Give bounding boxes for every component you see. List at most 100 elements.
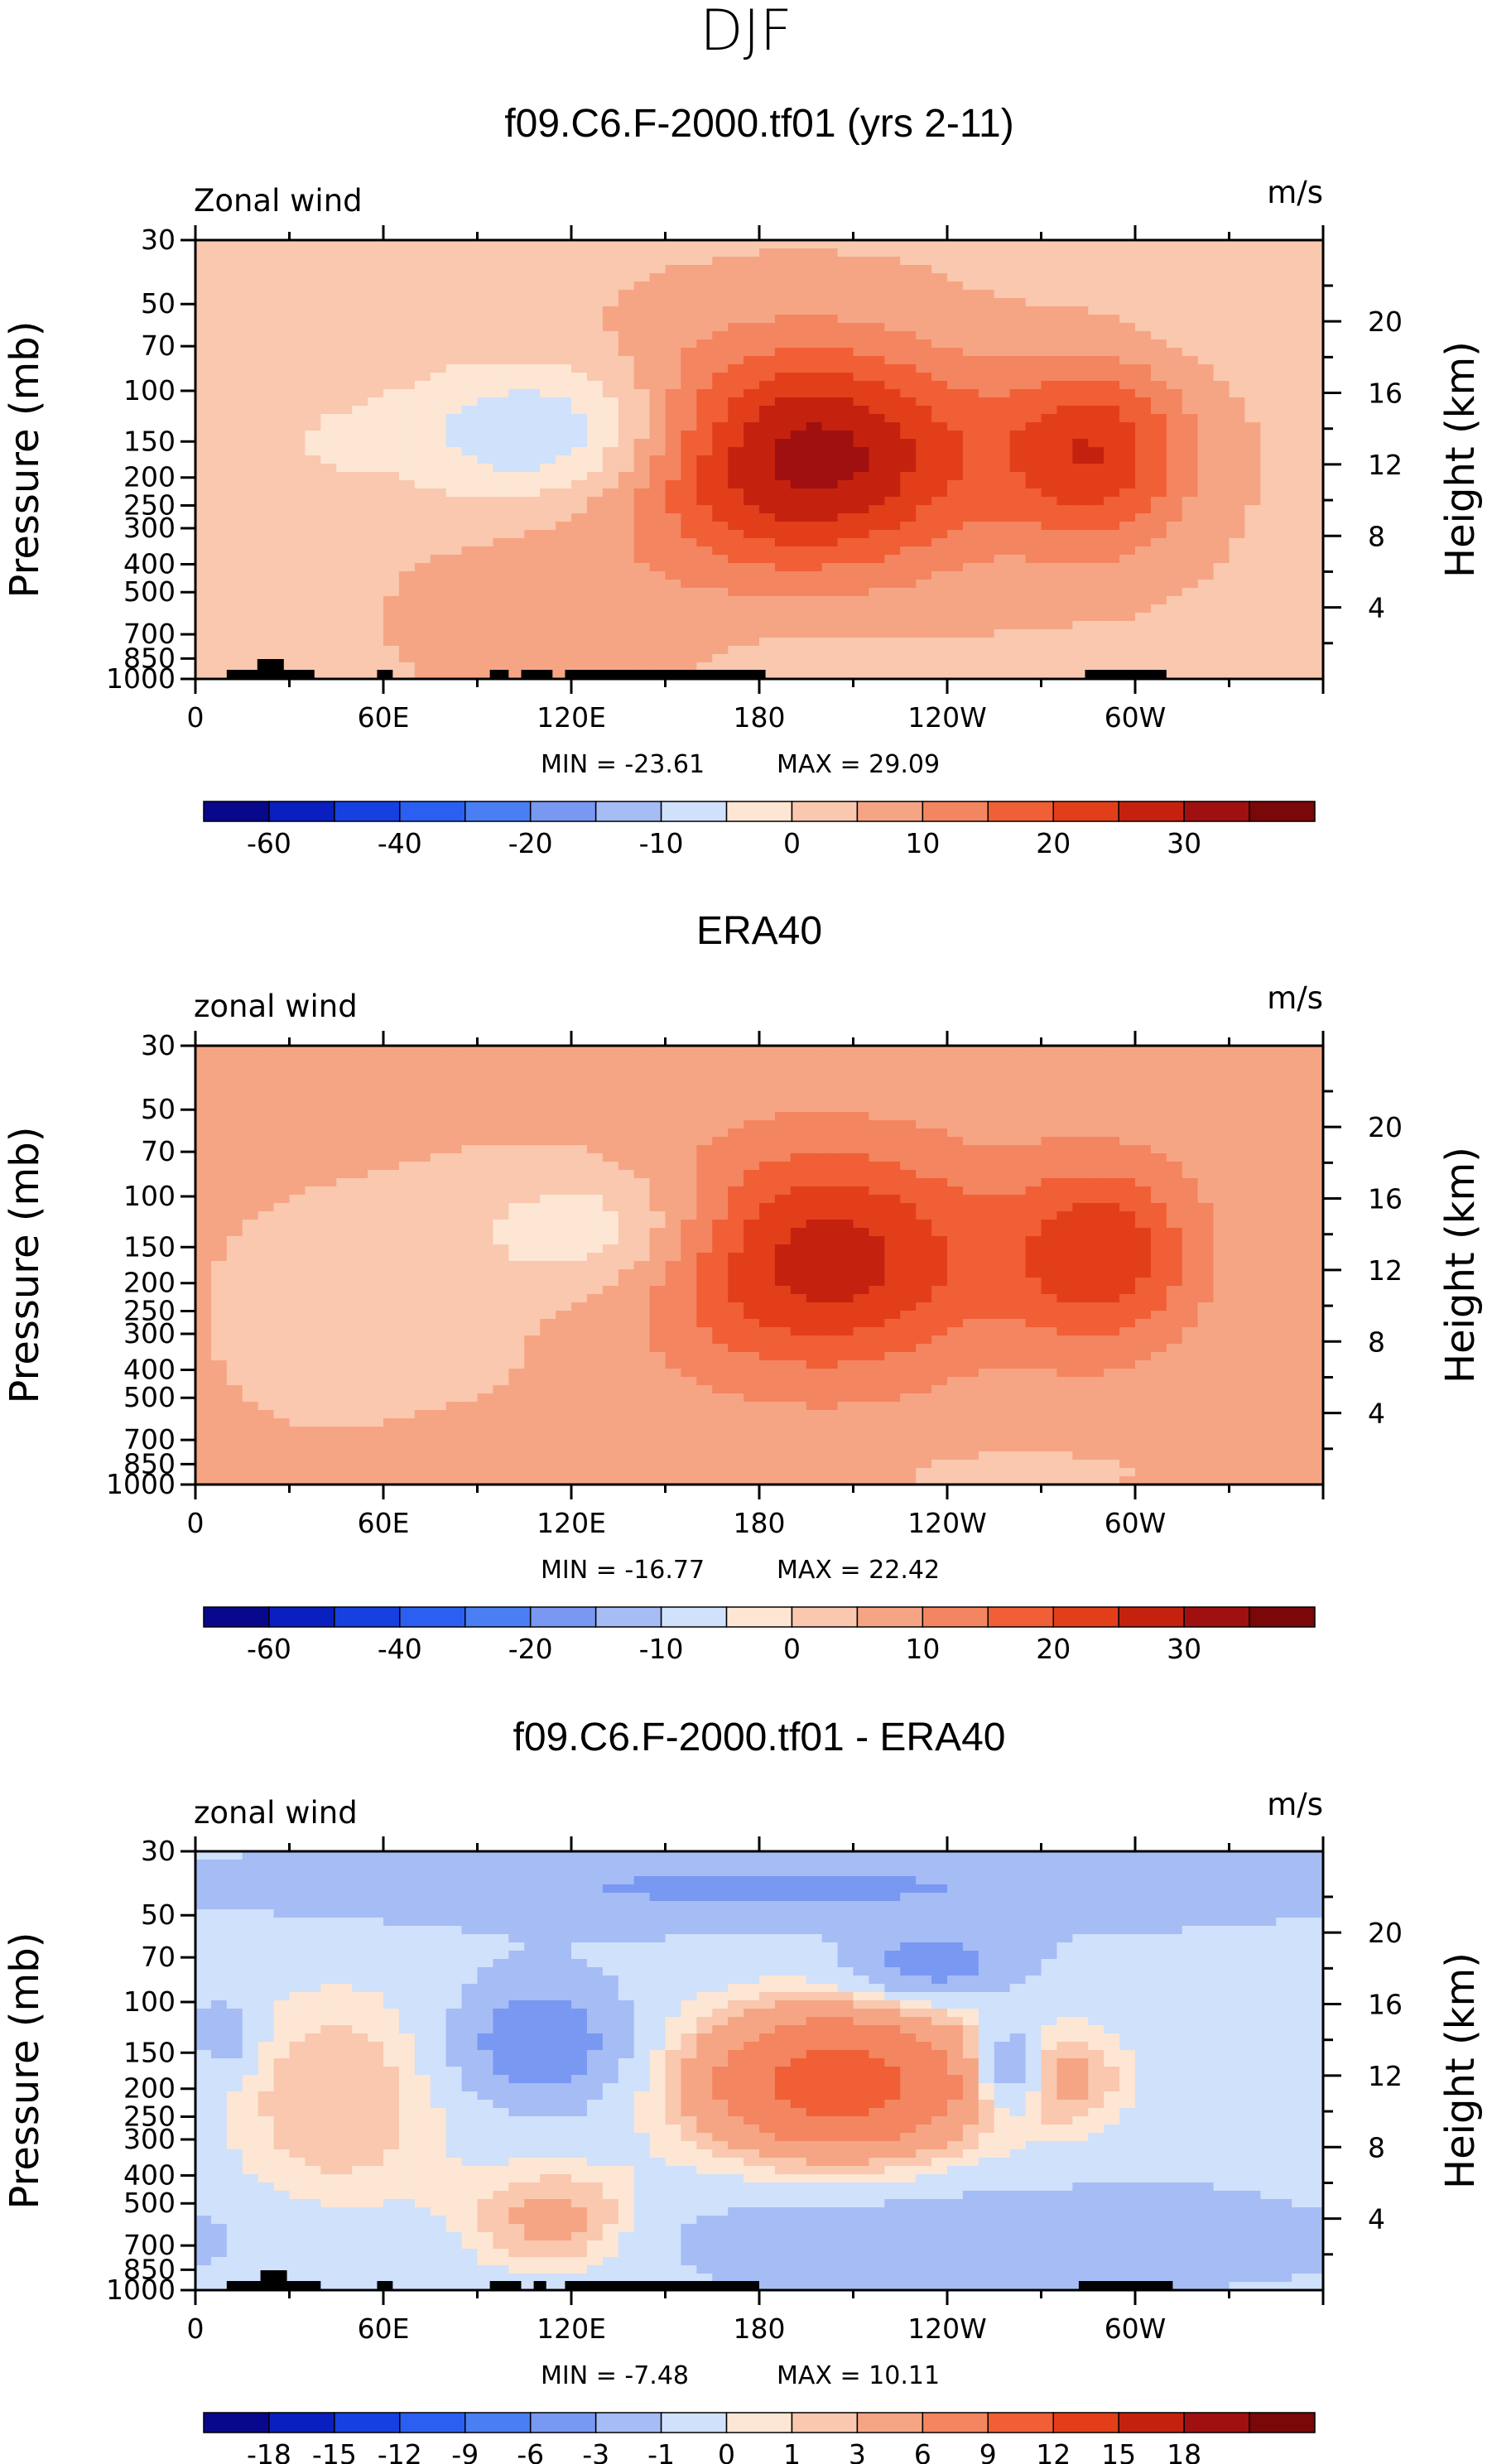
field-cell	[508, 248, 525, 257]
field-cell	[1307, 497, 1323, 506]
field-cell	[493, 522, 509, 531]
field-cell	[665, 323, 682, 332]
field-cell	[257, 248, 275, 257]
field-cell	[289, 422, 306, 431]
field-cell	[696, 306, 713, 315]
field-cell	[1150, 373, 1167, 382]
field-cell	[649, 530, 667, 539]
field-cell	[383, 646, 400, 655]
field-cell	[806, 1145, 823, 1154]
field-cell	[305, 331, 321, 340]
field-cell	[336, 1112, 353, 1121]
field-cell	[1197, 257, 1215, 266]
field-cell	[633, 282, 651, 291]
field-cell	[1166, 571, 1183, 580]
field-cell	[430, 1162, 447, 1171]
field-cell	[195, 414, 212, 423]
field-cell	[430, 381, 447, 390]
field-cell	[884, 505, 901, 514]
field-cell	[540, 389, 556, 398]
field-cell	[368, 364, 384, 373]
field-cell	[853, 248, 870, 257]
field-cell	[837, 480, 854, 489]
field-cell	[257, 604, 275, 614]
field-cell	[978, 414, 995, 423]
field-cell	[869, 240, 885, 249]
field-cell	[962, 339, 979, 349]
field-cell	[414, 464, 431, 473]
field-cell	[1292, 1054, 1308, 1063]
field-cell	[586, 331, 604, 340]
field-cell	[837, 1079, 854, 1088]
field-cell	[978, 1129, 995, 1138]
field-cell	[1150, 1145, 1167, 1154]
field-cell	[586, 522, 604, 531]
field-cell	[445, 447, 463, 456]
field-cell	[461, 1112, 479, 1121]
field-cell	[1197, 1071, 1215, 1080]
field-cell	[712, 282, 729, 291]
field-cell	[978, 472, 995, 481]
field-cell	[633, 464, 651, 473]
field-cell	[1260, 1062, 1277, 1071]
field-cell	[477, 671, 494, 679]
field-cell	[226, 422, 243, 431]
field-cell	[790, 273, 807, 282]
field-cell	[571, 257, 588, 266]
field-cell	[790, 671, 807, 679]
field-cell	[571, 1120, 588, 1129]
field-cell	[900, 414, 917, 423]
field-cell	[759, 604, 776, 614]
field-cell	[445, 439, 463, 448]
field-cell	[445, 555, 463, 564]
field-cell	[1229, 1120, 1246, 1129]
field-cell	[383, 662, 400, 671]
field-cell	[916, 1095, 932, 1104]
field-cell	[790, 555, 807, 564]
field-cell	[759, 621, 776, 630]
field-cell	[336, 1129, 353, 1138]
field-cell	[352, 389, 368, 398]
field-cell	[1244, 464, 1261, 473]
field-cell	[1213, 646, 1230, 655]
field-cell	[524, 282, 541, 291]
field-cell	[1182, 505, 1199, 514]
field-cell	[665, 1079, 682, 1088]
field-cell	[493, 513, 509, 522]
field-cell	[1150, 323, 1167, 332]
field-cell	[414, 588, 431, 597]
field-cell	[1104, 414, 1120, 423]
field-cell	[978, 646, 995, 655]
field-cell	[368, 339, 384, 349]
field-cell	[273, 1145, 291, 1154]
field-cell	[1041, 455, 1058, 464]
field-cell	[962, 397, 979, 407]
field-cell	[352, 671, 368, 679]
field-cell	[257, 1145, 275, 1154]
field-cell	[226, 588, 243, 597]
field-cell	[1009, 381, 1027, 390]
field-cell	[931, 497, 948, 506]
field-cell	[1182, 513, 1199, 522]
field-cell	[461, 348, 479, 357]
field-cell	[1213, 339, 1230, 349]
field-cell	[195, 265, 212, 274]
field-cell	[1041, 1054, 1058, 1063]
field-cell	[273, 522, 291, 531]
field-cell	[806, 323, 823, 332]
field-cell	[790, 455, 807, 464]
field-cell	[430, 1153, 447, 1162]
field-cell	[837, 240, 854, 249]
field-cell	[445, 348, 463, 357]
field-cell	[728, 497, 744, 506]
field-cell	[994, 1120, 1011, 1129]
field-cell	[712, 323, 729, 332]
field-cell	[414, 298, 431, 307]
field-cell	[1072, 571, 1089, 580]
field-cell	[1260, 447, 1277, 456]
field-cell	[383, 571, 400, 580]
field-cell	[1150, 621, 1167, 630]
field-cell	[1292, 662, 1308, 671]
field-cell	[210, 298, 228, 307]
field-cell	[571, 1071, 588, 1080]
